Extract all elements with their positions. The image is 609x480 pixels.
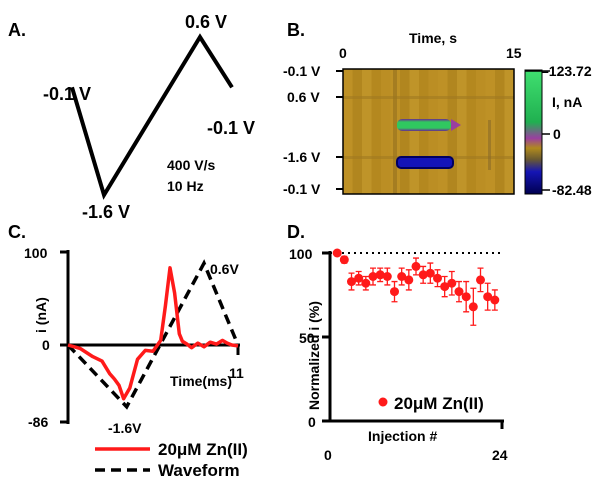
data-point — [447, 278, 457, 288]
data-point — [332, 248, 342, 258]
panel-label-a: A. — [8, 20, 26, 40]
colorbar-tick: -82.48 — [552, 182, 592, 198]
y-axis-label: Normalized i (%) — [306, 301, 322, 410]
data-point — [433, 273, 442, 283]
y-tick-label: 0 — [42, 337, 50, 353]
y-tick-label: 100 — [289, 246, 313, 262]
data-point — [483, 292, 493, 302]
data-point — [382, 272, 392, 281]
colorbar — [524, 69, 543, 195]
colorbar-tick: 0 — [553, 126, 561, 142]
x-tick-label: 11 — [229, 365, 244, 381]
waveform-point-label: -0.1 V — [207, 118, 255, 138]
data-point — [397, 272, 407, 281]
legend-entry-waveform: Waveform — [158, 461, 240, 480]
heatmap-oxidation-band — [397, 119, 451, 131]
data-point — [347, 277, 356, 287]
x-tick-label: 0 — [324, 447, 332, 463]
series-line-waveform — [66, 259, 240, 410]
y-tick-label: 50 — [299, 330, 315, 346]
panel-label-d: D. — [287, 222, 305, 242]
x-tick-label: 15 — [506, 45, 522, 61]
colorbar-label: I, nA — [552, 94, 582, 110]
data-point — [375, 270, 385, 280]
y-tick-label: -0.1 V — [283, 181, 321, 197]
data-point — [425, 268, 435, 278]
heatmap-reduction-band — [396, 156, 454, 169]
data-point — [440, 282, 450, 292]
panel-a: -0.1 V -1.6 V 0.6 V -0.1 V 400 V/s 10 Hz — [43, 12, 255, 222]
data-point — [476, 275, 485, 285]
waveform-line — [70, 33, 234, 200]
panel-d: 100 50 0 0 24 Injection # Normalized i (… — [289, 246, 508, 463]
series-line-zn — [67, 266, 239, 401]
data-point — [461, 292, 471, 302]
scatter-series — [332, 248, 500, 326]
legend-marker — [378, 397, 388, 407]
panel-b: Time, s 0 15 -0.1 V 0.6 V -1.6 V -0.1 V — [283, 30, 592, 198]
y-axis-label: i (nA) — [33, 297, 49, 333]
y-tick-label: -0.1 V — [283, 63, 321, 79]
data-point — [418, 270, 428, 280]
y-tick-label: 0.6 V — [287, 89, 320, 105]
panel-label-c: C. — [8, 222, 26, 242]
y-tick-label: -1.6 V — [283, 149, 321, 165]
y-tick-label: 100 — [24, 245, 48, 261]
data-point — [454, 287, 464, 297]
scan-rate-label: 400 V/s — [167, 157, 215, 173]
legend-entry-zn: 20μM Zn(II) — [158, 440, 248, 459]
data-point — [361, 278, 371, 288]
data-point — [339, 255, 349, 265]
heatmap-title: Time, s — [409, 30, 457, 46]
data-point — [411, 261, 421, 271]
data-point — [468, 302, 478, 312]
waveform-point-label: -1.6 V — [82, 202, 130, 222]
y-tick-label: -86 — [28, 414, 48, 430]
x-tick-label: 24 — [492, 447, 508, 463]
colorbar-tick: –123.72 — [541, 63, 592, 79]
panel-label-b: B. — [287, 20, 305, 40]
x-tick-label: 0 — [339, 45, 347, 61]
legend-entry-zn: 20μM Zn(II) — [394, 394, 484, 413]
data-point — [354, 273, 364, 283]
data-point — [368, 272, 378, 281]
annotation-label: 0.6V — [210, 261, 239, 277]
y-tick-label: 0 — [308, 414, 316, 430]
data-point — [404, 275, 414, 285]
x-axis-label: Time(ms) — [170, 373, 232, 389]
data-point — [390, 287, 399, 297]
annotation-label: -1.6V — [108, 420, 142, 436]
frequency-label: 10 Hz — [167, 178, 204, 194]
data-point — [490, 295, 500, 305]
x-axis-label: Injection # — [368, 428, 437, 444]
heatmap-area — [343, 69, 514, 194]
waveform-point-label: 0.6 V — [185, 12, 227, 32]
waveform-point-label: -0.1 V — [43, 84, 91, 104]
panel-c: 100 0 -86 11 Time(ms) i (nA) 0.6V -1.6V … — [24, 245, 248, 480]
